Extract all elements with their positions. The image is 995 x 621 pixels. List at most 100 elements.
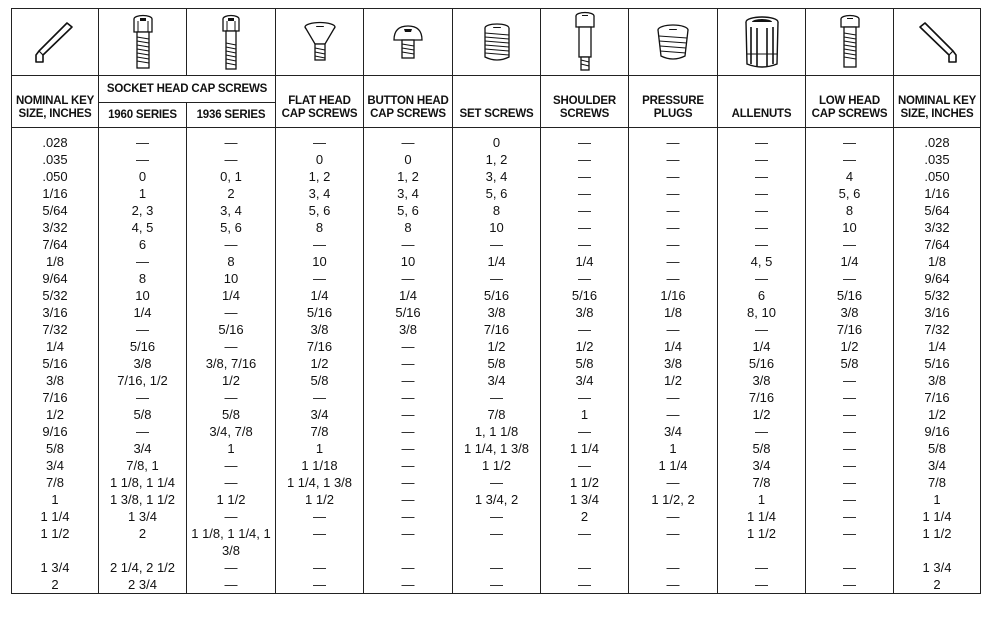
table-cell: 1: [757, 492, 766, 507]
table-cell: [894, 542, 980, 559]
table-cell: —: [578, 560, 591, 575]
table-cell: 8: [404, 220, 412, 235]
table-cell: 10: [135, 288, 150, 303]
table-cell: 1/4: [310, 288, 329, 303]
table-cell: 10: [400, 254, 416, 269]
table-cell: 5/16: [571, 288, 598, 303]
table-cell: —: [755, 220, 768, 235]
table-cell: 10: [223, 271, 239, 286]
table-cell: 1 1/8, 1 1/4, 1 3/8: [191, 526, 271, 558]
table-cell: 7/8: [310, 424, 329, 439]
table-cell: 1/16: [924, 186, 950, 201]
table-cell: 5/16: [129, 339, 156, 354]
table-cell: 3/8: [310, 322, 329, 337]
table-cell: 9/64: [42, 271, 68, 286]
table-cell: 7/64: [924, 237, 950, 252]
table-cell: —: [136, 424, 149, 439]
table-cell: 1/4: [45, 339, 65, 354]
column-flat-head: — 0 1, 2 3, 4 5, 6 8 — 10 — 1/4 5/16 3/8 7/16 1/2 5/8 —…: [275, 127, 364, 594]
table-cell: [541, 542, 628, 559]
table-cell: —: [401, 475, 415, 490]
table-cell: 0, 1: [220, 169, 242, 184]
table-cell: 1: [138, 186, 147, 201]
table-cell: 3/4: [927, 458, 947, 473]
table-cell: —: [666, 186, 680, 201]
table-cell: —: [843, 458, 856, 473]
table-cell: 8, 10: [747, 305, 776, 320]
table-cell: 7/8: [45, 475, 65, 490]
table-cell: 3/8: [927, 373, 947, 388]
table-cell: —: [224, 577, 238, 592]
table-cell: —: [401, 560, 415, 575]
table-cell: 3/4: [663, 424, 683, 439]
table-cell: —: [666, 577, 680, 592]
table-cell: 1 3/4: [922, 560, 952, 575]
table-cell: 1 1/2: [922, 526, 952, 541]
table-cell: 5/8: [310, 373, 329, 388]
table-cell: —: [224, 237, 238, 252]
table-cell: —: [666, 135, 680, 150]
table-cell: 5/8: [45, 441, 65, 456]
table-cell: 1, 1 1/8: [474, 424, 519, 439]
table-cell: 3/8, 7/16: [205, 356, 257, 371]
table-cell: 1 1/2: [40, 526, 70, 541]
table-cell: 5, 6: [308, 203, 331, 218]
table-cell: .028: [924, 135, 950, 150]
table-cell: 3/8: [398, 322, 418, 337]
table-cell: —: [843, 390, 856, 405]
table-cell: 10: [489, 220, 504, 235]
column-low-head: — — 4 5, 6 8 10 — 1/4 — 5/16 3/8 7/16 1/2 5/8 — — — — — — — —…: [805, 127, 894, 594]
header-socket-group: SOCKET HEAD CAP SCREWS: [98, 75, 276, 103]
table-cell: —: [401, 135, 415, 150]
icon-cell: [275, 8, 364, 76]
table-cell: —: [224, 339, 238, 354]
table-cell: —: [755, 169, 768, 184]
table-cell: [806, 542, 893, 559]
table-cell: 2: [138, 526, 147, 541]
table-cell: 1: [315, 441, 324, 456]
table-cell: 1: [669, 441, 677, 456]
table-cell: —: [578, 424, 591, 439]
column-set-screws: 0 1, 2 3, 4 5, 6 8 10 — 1/4 — 5/16 3/8 7/16 1/2 5/8 3/…: [452, 127, 541, 594]
button-head-screw-icon: [393, 25, 423, 59]
table-cell: —: [666, 322, 680, 337]
icon-cell: [893, 8, 981, 76]
table-cell: —: [313, 560, 326, 575]
table-cell: —: [578, 526, 591, 541]
table-cell: 1/4: [575, 254, 594, 269]
table-cell: .050: [924, 169, 950, 184]
table-cell: 8: [138, 271, 147, 286]
table-cell: —: [136, 152, 149, 167]
table-cell: 7/16: [836, 322, 863, 337]
table-cell: 3/32: [924, 220, 950, 235]
icon-cell: [540, 8, 629, 76]
table-cell: 7/32: [42, 322, 68, 337]
table-cell: —: [666, 203, 680, 218]
table-cell: —: [843, 509, 856, 524]
table-cell: 5, 6: [397, 203, 419, 218]
table-cell: —: [843, 407, 856, 422]
table-cell: 5/32: [42, 288, 68, 303]
table-cell: —: [401, 441, 415, 456]
column-shoulder: — — — — — — — 1/4 — 5/16 3/8 — 1/2 5/8 3/4 — 1 — 1 1/4 — 1 1…: [540, 127, 629, 594]
table-cell: —: [755, 560, 768, 575]
table-cell: —: [401, 492, 415, 507]
table-cell: 3/4: [487, 373, 506, 388]
table-cell: —: [843, 152, 856, 167]
table-cell: 1/8: [45, 254, 65, 269]
socket-head-cap-screw-icon: [222, 14, 240, 70]
table-cell: 7/16: [748, 390, 775, 405]
table-cell: —: [224, 390, 238, 405]
table-cell: —: [401, 526, 415, 541]
table-cell: 0: [138, 169, 147, 184]
table-cell: —: [401, 407, 415, 422]
table-cell: —: [224, 135, 238, 150]
table-cell: —: [313, 577, 326, 592]
table-cell: —: [578, 577, 591, 592]
table-cell: 7/8: [927, 475, 947, 490]
table-cell: [718, 542, 805, 559]
table-cell: —: [755, 237, 768, 252]
data-row: .028 .035 .050 1/16 5/64 3/32 7/64 1/8 9/64 5/32 3…: [11, 127, 981, 594]
table-cell: —: [755, 271, 768, 286]
table-cell: 0: [404, 152, 412, 167]
